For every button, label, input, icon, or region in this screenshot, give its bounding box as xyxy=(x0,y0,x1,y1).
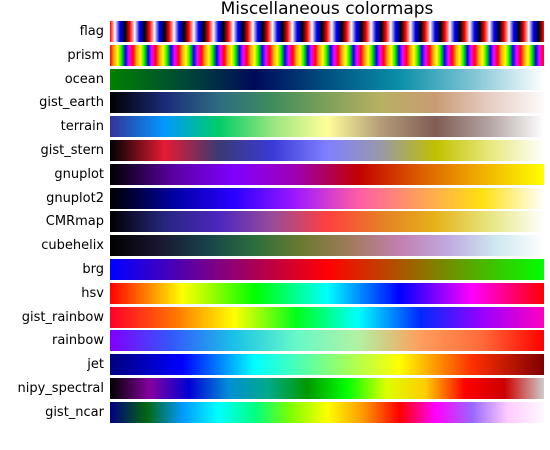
colormap-bar xyxy=(110,258,544,280)
colormap-label: CMRmap xyxy=(45,214,104,230)
colormap-row: ocean xyxy=(0,68,550,93)
colormap-bar xyxy=(110,377,544,399)
colormap-label: prism xyxy=(67,47,104,63)
colormap-label: nipy_spectral xyxy=(17,380,105,396)
colormap-label: flag xyxy=(79,24,104,39)
colormap-row: jet xyxy=(0,354,550,378)
colormap-row: brg xyxy=(0,258,550,283)
colormap-bar xyxy=(110,330,544,352)
colormap-bar xyxy=(110,116,544,138)
colormap-label: ocean xyxy=(64,71,104,87)
colormap-label: gist_stern xyxy=(40,142,104,158)
colormap-label: hsv xyxy=(81,285,104,301)
colormap-bar xyxy=(110,68,544,90)
colormap-bar xyxy=(110,235,544,257)
colormap-label: terrain xyxy=(60,119,104,135)
colormap-row: hsv xyxy=(0,282,550,307)
colormap-bar xyxy=(110,187,544,209)
colormap-bar xyxy=(110,44,544,66)
colormap-bar xyxy=(110,163,544,185)
colormap-label: gnuplot2 xyxy=(46,190,104,206)
chart-title: Miscellaneous colormaps xyxy=(220,0,434,19)
colormap-row: gist_ncar xyxy=(0,401,550,426)
colormap-bar xyxy=(110,354,544,376)
colormap-row: nipy_spectral xyxy=(0,377,550,402)
colormap-bar xyxy=(110,211,544,233)
colormap-row: terrain xyxy=(0,116,550,140)
colormap-label: gnuplot xyxy=(54,166,104,182)
colormap-bar xyxy=(110,401,544,423)
colormap-bar xyxy=(110,139,544,161)
colormap-row: gist_stern xyxy=(0,139,550,164)
colormap-row: gnuplot2 xyxy=(0,187,550,212)
colormap-label: gist_ncar xyxy=(45,404,104,420)
colormap-label: brg xyxy=(82,261,104,277)
colormap-bar xyxy=(110,282,544,304)
colormap-label: gist_rainbow xyxy=(21,309,104,325)
colormap-label: jet xyxy=(87,357,104,373)
colormap-row: gist_earth xyxy=(0,92,550,116)
colormap-row: gnuplot xyxy=(0,163,550,188)
colormap-row: CMRmap xyxy=(0,211,550,235)
colormap-bar xyxy=(110,21,544,42)
colormap-row: flag xyxy=(0,21,550,45)
colormap-bar xyxy=(110,92,544,114)
colormap-bar xyxy=(110,306,544,328)
colormap-row: prism xyxy=(0,44,550,69)
colormap-label: rainbow xyxy=(52,333,104,349)
colormap-row: gist_rainbow xyxy=(0,306,550,331)
colormap-row: rainbow xyxy=(0,330,550,354)
colormap-row: cubehelix xyxy=(0,235,550,259)
colormap-label: cubehelix xyxy=(41,238,104,254)
colormap-label: gist_earth xyxy=(39,95,104,111)
